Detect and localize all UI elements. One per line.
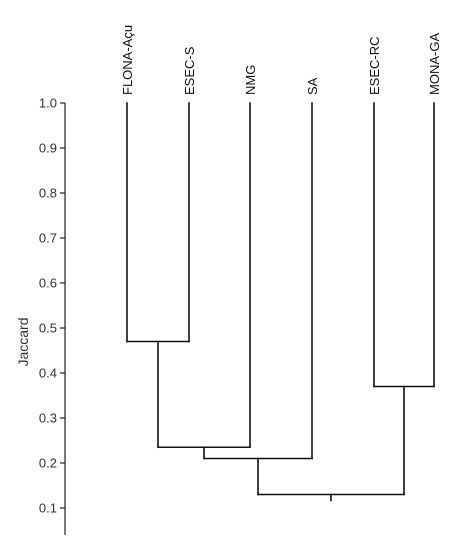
- y-tick-label: 0.1: [39, 501, 57, 516]
- leaf-label: ESEC-RC: [367, 36, 382, 95]
- leaf-label: SA: [305, 77, 320, 95]
- leaf-label: MONA-GA: [427, 33, 442, 95]
- leaf-label: NMG: [243, 65, 258, 95]
- y-tick-label: 0.8: [39, 186, 57, 201]
- leaf-labels: FLONA-Açu ESEC-S NMG SA ESEC-RC MONA-GA: [120, 25, 442, 95]
- dendrogram-tree: [126, 102, 435, 502]
- y-tick-label: 1.0: [39, 96, 57, 111]
- y-tick-label: 0.6: [39, 276, 57, 291]
- y-tick-label: 0.9: [39, 141, 57, 156]
- leaf-label: FLONA-Açu: [120, 25, 135, 95]
- leaf-label: ESEC-S: [182, 46, 197, 95]
- y-tick-label: 0.4: [39, 366, 57, 381]
- y-axis-title: Jaccard: [15, 317, 31, 366]
- y-tick-label: 0.5: [39, 321, 57, 336]
- y-axis: 0.1 0.2 0.3 0.4 0.5 0.6 0.7 0.8 0.9 1.0: [39, 96, 66, 535]
- y-tick-label: 0.3: [39, 411, 57, 426]
- y-tick-label: 0.2: [39, 456, 57, 471]
- y-tick-label: 0.7: [39, 231, 57, 246]
